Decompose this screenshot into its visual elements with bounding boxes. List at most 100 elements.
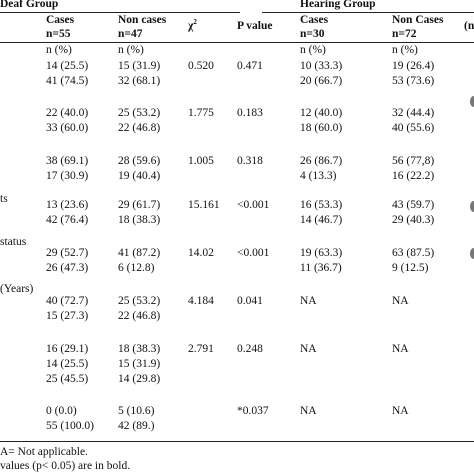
table-cell-hear-noncases: NA bbox=[392, 343, 409, 355]
table-cell-p: <0.001 bbox=[237, 247, 270, 259]
row-label-ts: ts bbox=[0, 193, 8, 205]
deaf-cases-n: n=55 bbox=[46, 28, 71, 40]
table-cell-deaf-cases: 40 (72.7) bbox=[46, 295, 89, 307]
table-cell-deaf-noncases: 22 (46.8) bbox=[118, 310, 161, 322]
table-cell-deaf-cases: 14 (25.5) bbox=[46, 60, 89, 72]
table-cell-hear-cases: 12 (40.0) bbox=[300, 107, 343, 119]
table-cell-deaf-noncases: 42 (89.) bbox=[118, 420, 155, 432]
table-cell-hear-noncases: 43 (59.7) bbox=[392, 199, 435, 211]
table-cell-hear-cases: 4 (13.3) bbox=[300, 170, 337, 182]
hearing-noncases-n: n=72 bbox=[392, 28, 417, 40]
unit-hearing-noncases: n (%) bbox=[392, 44, 418, 56]
table-cell-hear-noncases: 40 (55.6) bbox=[392, 122, 435, 134]
table-cell-deaf-cases: 42 (76.4) bbox=[46, 214, 89, 226]
table-cell-deaf-noncases: 18 (38.3) bbox=[118, 214, 161, 226]
hearing-group-rule bbox=[262, 12, 474, 13]
table-cell-chi: 15.161 bbox=[188, 199, 220, 211]
hearing-cases-n: n=30 bbox=[300, 28, 325, 40]
table-cell-deaf-cases: 15 (27.3) bbox=[46, 310, 89, 322]
table-cell-hear-cases: 10 (33.3) bbox=[300, 60, 343, 72]
table-cell-deaf-noncases: 25 (53.2) bbox=[118, 107, 161, 119]
deaf-noncases-header: Non cases bbox=[118, 14, 167, 26]
table-cell-chi: 14.02 bbox=[188, 247, 214, 259]
footnote-bold: values (p< 0.05) are in bold. bbox=[0, 460, 131, 472]
clipped-header: (n bbox=[464, 20, 474, 32]
table-cell-hear-cases: 18 (60.0) bbox=[300, 122, 343, 134]
table-cell-p: 0.248 bbox=[237, 343, 263, 355]
table-cell-hear-cases: NA bbox=[300, 343, 317, 355]
table-cell-chi: 0.520 bbox=[188, 60, 214, 72]
table-cell-deaf-noncases: 28 (59.6) bbox=[118, 155, 161, 167]
table-cell-deaf-cases: 41 (74.5) bbox=[46, 75, 89, 87]
deaf-noncases-n: n=47 bbox=[118, 28, 143, 40]
table-cell-chi: 1.775 bbox=[188, 107, 214, 119]
table-cell-p: 0.041 bbox=[237, 295, 263, 307]
table-cell-hear-cases: NA bbox=[300, 405, 317, 417]
table-cell-deaf-cases: 13 (23.6) bbox=[46, 199, 89, 211]
table-cell-deaf-noncases: 19 (40.4) bbox=[118, 170, 161, 182]
table-cell-deaf-cases: 0 (0.0) bbox=[46, 405, 77, 417]
table-cell-p: 0.318 bbox=[237, 155, 263, 167]
row-label-status: status bbox=[0, 236, 27, 248]
deaf-group-rule bbox=[0, 12, 240, 13]
unit-deaf-cases: n (%) bbox=[46, 44, 72, 56]
p-value-header: P value bbox=[237, 20, 273, 32]
table-cell-p: 0.183 bbox=[237, 107, 263, 119]
table-cell-hear-noncases: 63 (87.5) bbox=[392, 247, 435, 259]
table-cell-deaf-cases: 38 (69.1) bbox=[46, 155, 89, 167]
deaf-group-header: Deaf Group bbox=[0, 0, 59, 10]
hearing-cases-header: Cases bbox=[300, 14, 329, 26]
unit-deaf-noncases: n (%) bbox=[118, 44, 144, 56]
unit-hearing-cases: n (%) bbox=[300, 44, 326, 56]
table-cell-deaf-noncases: 18 (38.3) bbox=[118, 343, 161, 355]
table-cell-deaf-cases: 55 (100.0) bbox=[46, 420, 94, 432]
table-cell-hear-noncases: 29 (40.3) bbox=[392, 214, 435, 226]
table-cell-deaf-noncases: 14 (29.8) bbox=[118, 373, 161, 385]
hearing-noncases-header: Non Cases bbox=[392, 14, 444, 26]
table-cell-hear-cases: 20 (66.7) bbox=[300, 75, 343, 87]
table-cell-hear-cases: NA bbox=[300, 295, 317, 307]
clipped-marker bbox=[470, 96, 474, 107]
header-bottom-rule bbox=[0, 42, 474, 43]
clipped-marker bbox=[470, 201, 474, 212]
table-cell-deaf-cases: 25 (45.5) bbox=[46, 373, 89, 385]
table-bottom-rule bbox=[0, 441, 474, 442]
table-cell-deaf-cases: 29 (52.7) bbox=[46, 247, 89, 259]
clipped-marker bbox=[470, 248, 474, 259]
table-cell-deaf-cases: 22 (40.0) bbox=[46, 107, 89, 119]
table-cell-hear-noncases: 19 (26.4) bbox=[392, 60, 435, 72]
table-cell-p: *0.037 bbox=[237, 405, 269, 417]
table-cell-hear-noncases: 32 (44.4) bbox=[392, 107, 435, 119]
table-cell-deaf-noncases: 32 (68.1) bbox=[118, 75, 161, 87]
row-label-years: (Years) bbox=[0, 283, 34, 295]
table-cell-hear-cases: 16 (53.3) bbox=[300, 199, 343, 211]
table-cell-hear-cases: 14 (46.7) bbox=[300, 214, 343, 226]
table-cell-deaf-noncases: 15 (31.9) bbox=[118, 358, 161, 370]
table-cell-p: 0.471 bbox=[237, 60, 263, 72]
table-cell-deaf-noncases: 41 (87.2) bbox=[118, 247, 161, 259]
table-cell-deaf-noncases: 5 (10.6) bbox=[118, 405, 155, 417]
deaf-cases-header: Cases bbox=[46, 14, 75, 26]
table-cell-deaf-cases: 16 (29.1) bbox=[46, 343, 89, 355]
table-cell-hear-noncases: 9 (12.5) bbox=[392, 262, 429, 274]
chi-square-header: χ2 bbox=[188, 18, 197, 32]
hearing-group-header: Hearing Group bbox=[300, 0, 376, 10]
table-cell-deaf-noncases: 6 (12.8) bbox=[118, 262, 155, 274]
table-cell-hear-cases: 11 (36.7) bbox=[300, 262, 342, 274]
table-cell-hear-noncases: 16 (22.2) bbox=[392, 170, 435, 182]
table-cell-chi: 1.005 bbox=[188, 155, 214, 167]
footnote-na: A= Not applicable. bbox=[0, 446, 88, 458]
table-cell-hear-cases: 19 (63.3) bbox=[300, 247, 343, 259]
table-cell-hear-cases: 26 (86.7) bbox=[300, 155, 343, 167]
table-cell-hear-noncases: NA bbox=[392, 295, 409, 307]
table-cell-deaf-cases: 33 (60.0) bbox=[46, 122, 89, 134]
table-cell-deaf-cases: 17 (30.9) bbox=[46, 170, 89, 182]
table-cell-deaf-noncases: 15 (31.9) bbox=[118, 60, 161, 72]
table-cell-chi: 2.791 bbox=[188, 343, 214, 355]
table-cell-chi: 4.184 bbox=[188, 295, 214, 307]
table-cell-hear-noncases: NA bbox=[392, 405, 409, 417]
table-cell-deaf-noncases: 25 (53.2) bbox=[118, 295, 161, 307]
table-cell-deaf-cases: 26 (47.3) bbox=[46, 262, 89, 274]
table-cell-p: <0.001 bbox=[237, 199, 270, 211]
table-cell-deaf-noncases: 29 (61.7) bbox=[118, 199, 161, 211]
